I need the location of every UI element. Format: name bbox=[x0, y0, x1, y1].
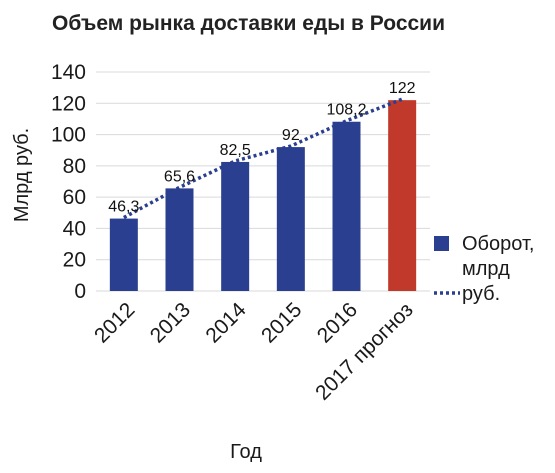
x-tick-label: 2014 bbox=[201, 298, 251, 348]
y-tick-label: 20 bbox=[63, 249, 86, 272]
bar-2012 bbox=[109, 218, 138, 291]
data-label: 65,6 bbox=[164, 168, 195, 185]
bars bbox=[109, 100, 417, 292]
y-tick-label: 40 bbox=[63, 217, 86, 240]
y-tick-label: 80 bbox=[63, 155, 86, 178]
bar-2015 bbox=[276, 147, 305, 291]
y-tick-label: 100 bbox=[51, 124, 86, 147]
bar-2014 bbox=[221, 161, 250, 291]
data-label: 108,2 bbox=[326, 102, 366, 119]
data-label: 46,3 bbox=[108, 199, 139, 216]
y-tick-label: 140 bbox=[51, 61, 86, 84]
x-tick-label: 2012 bbox=[90, 298, 139, 347]
chart-title: Объем рынка доставки еды в России bbox=[52, 12, 445, 35]
bar-2017-прогноз bbox=[388, 100, 417, 292]
legend-label-line: Оборот, bbox=[462, 233, 534, 255]
bar-2013 bbox=[165, 188, 194, 291]
bar-2016 bbox=[332, 121, 361, 291]
data-labels: 46,3 65,6 82,5 92 108,2 122 bbox=[108, 80, 415, 215]
y-tick-label: 0 bbox=[74, 280, 86, 303]
x-tick-label: 2015 bbox=[257, 298, 306, 347]
legend: Оборот, млрд руб. bbox=[434, 233, 534, 305]
x-tick-label: 2017 прогноз bbox=[311, 298, 418, 405]
y-tick-labels: 0 20 40 60 80 100 120 140 bbox=[51, 61, 86, 303]
legend-label-line: руб. bbox=[462, 283, 500, 305]
grid bbox=[96, 71, 430, 292]
y-tick-label: 120 bbox=[51, 92, 86, 115]
data-label: 122 bbox=[389, 80, 416, 97]
data-label: 92 bbox=[282, 127, 300, 144]
trend-line bbox=[122, 97, 403, 220]
y-axis-title: Млрд руб. bbox=[11, 128, 33, 222]
x-axis-title: Год bbox=[230, 441, 262, 463]
legend-bar-swatch bbox=[434, 236, 449, 251]
y-tick-label: 60 bbox=[63, 186, 86, 209]
data-label: 82,5 bbox=[220, 142, 251, 159]
x-tick-label: 2013 bbox=[146, 298, 195, 347]
x-tick-label: 2016 bbox=[313, 298, 362, 347]
legend-label-line: млрд bbox=[462, 258, 510, 280]
